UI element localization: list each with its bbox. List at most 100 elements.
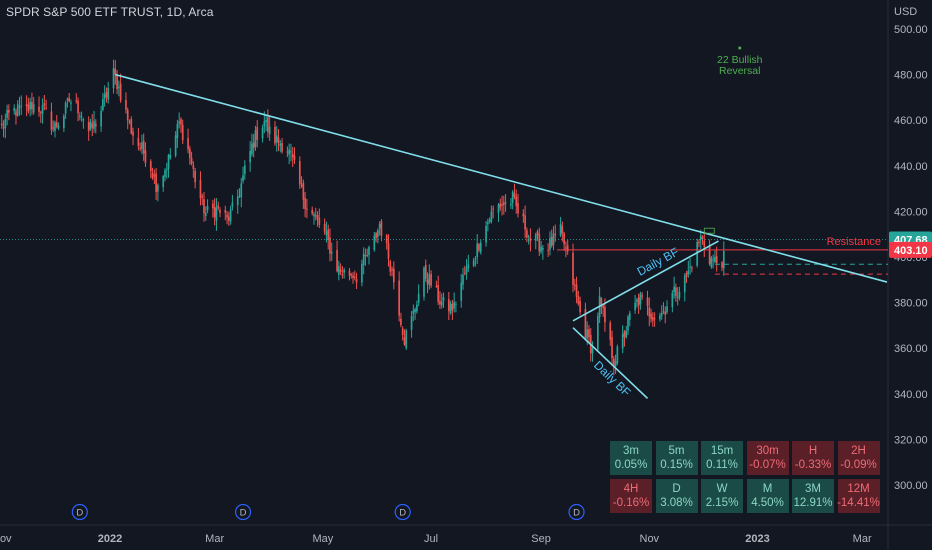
candle (302, 179, 305, 209)
candle (192, 161, 195, 178)
candle (252, 134, 255, 158)
candle (611, 330, 613, 366)
perf-cell-2h: 2H -0.09% (837, 441, 880, 475)
candle-body (144, 150, 147, 163)
perf-cell-h: H -0.33% (792, 441, 834, 475)
candle-body (474, 258, 477, 260)
candle (16, 100, 19, 117)
candle (389, 259, 392, 276)
candle (91, 114, 94, 137)
candle (435, 280, 438, 288)
candle-body (362, 253, 365, 266)
candle-body (447, 299, 450, 312)
candle (426, 272, 429, 294)
candle-body (281, 143, 283, 152)
candle (212, 199, 214, 218)
candle-body (440, 301, 443, 306)
perf-period: W (716, 483, 728, 495)
candle (68, 92, 71, 103)
candle-body (540, 246, 542, 252)
dividend-marker-circle (394, 503, 411, 521)
candle-body (274, 126, 276, 144)
trendline (572, 327, 649, 399)
candle (387, 234, 390, 267)
candle-body (368, 247, 370, 256)
candle (671, 290, 674, 313)
candle-body (102, 98, 104, 111)
candle-body (549, 238, 551, 250)
candle (547, 243, 550, 257)
candle-body (377, 230, 379, 237)
candle-body (63, 115, 65, 129)
candle (318, 208, 321, 229)
y-tick-label: 420.00 (894, 206, 928, 218)
candle (660, 305, 663, 320)
candle-body (392, 268, 395, 283)
candle-body (306, 208, 308, 210)
candle (52, 120, 55, 133)
candle (82, 117, 85, 129)
candle (169, 148, 172, 160)
candle (15, 108, 17, 125)
candle (229, 205, 232, 225)
candle (281, 138, 283, 154)
candle (323, 218, 326, 235)
candle-body (313, 214, 315, 217)
candle-body (675, 287, 677, 297)
candle-body (405, 330, 408, 348)
candle (368, 245, 370, 265)
candle-body (439, 301, 441, 305)
candle-body (66, 99, 69, 101)
candle (330, 242, 333, 261)
candle-body (336, 249, 338, 272)
candle (355, 272, 358, 290)
candle (378, 221, 381, 236)
candle (685, 271, 688, 283)
candle-body (600, 298, 603, 305)
candle (691, 265, 693, 273)
candle (94, 119, 97, 134)
candle (714, 249, 716, 264)
candle (628, 310, 631, 327)
perf-cell-3m: 3M 12.91% (792, 479, 834, 513)
candle (203, 192, 205, 222)
candle-body (698, 241, 700, 244)
candle (231, 194, 234, 211)
perf-period: 30m (756, 445, 779, 457)
candle-body (666, 306, 668, 313)
candle-body (584, 309, 587, 338)
candle (240, 177, 243, 208)
candle (236, 189, 239, 214)
x-tick-label: May (312, 533, 333, 545)
y-axis-unit: USD (894, 6, 917, 18)
candle (132, 127, 134, 146)
candle (187, 128, 189, 154)
dividend-marker-label: D (76, 508, 83, 519)
candle (563, 231, 565, 251)
candle-body (27, 105, 30, 112)
candle-body (13, 108, 16, 112)
perf-period: H (808, 445, 818, 457)
candle (267, 109, 269, 138)
candle-body (249, 150, 251, 163)
candle-body (298, 161, 301, 185)
candle-body (391, 269, 393, 271)
candle (462, 267, 464, 290)
candle-body (203, 199, 205, 214)
candle (666, 300, 668, 315)
candle-body (465, 267, 468, 274)
perf-value: -0.33% (794, 459, 832, 471)
candle-body (701, 236, 704, 239)
candle (392, 261, 395, 290)
bullish-reversal-annotation: 22 Bullish (717, 54, 763, 66)
candle (416, 300, 418, 314)
candle (128, 119, 131, 125)
candle-body (238, 195, 241, 197)
candle (27, 97, 30, 114)
candle (478, 242, 480, 253)
candle (149, 159, 152, 178)
candle-body (132, 131, 134, 136)
chart-title: SPDR S&P 500 ETF TRUST, 1D, Arca (6, 5, 214, 19)
candle (414, 307, 416, 320)
